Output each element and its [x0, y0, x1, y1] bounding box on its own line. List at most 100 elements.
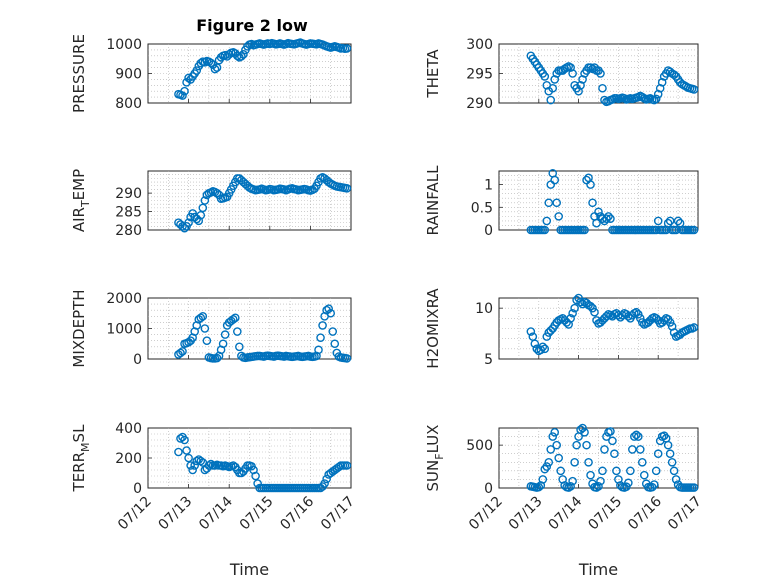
- y-tick-label: 2000: [106, 291, 142, 307]
- data-point: [342, 354, 352, 363]
- x-axis-label: Time: [229, 560, 269, 579]
- data-point: [602, 214, 611, 223]
- data-point: [637, 457, 647, 467]
- data-point: [540, 225, 550, 235]
- data-point: [580, 225, 589, 235]
- data-point: [206, 58, 216, 68]
- data-point: [200, 196, 210, 205]
- data-point: [598, 466, 607, 476]
- data-point: [180, 86, 189, 96]
- data-point: [235, 342, 244, 352]
- subplot-1: 800 900 1000 PRESSURE: [70, 34, 352, 113]
- data-point: [651, 466, 661, 476]
- data-point: [600, 95, 609, 105]
- data-point: [212, 353, 222, 363]
- data-point: [596, 69, 605, 78]
- data-point: [542, 332, 552, 341]
- data-point: [184, 218, 193, 227]
- y-axis-label: TERRMSL: [70, 424, 92, 493]
- y-tick-label: 800: [115, 96, 142, 112]
- data-point: [556, 466, 565, 476]
- data-point: [342, 184, 352, 193]
- y-tick-label: 285: [115, 205, 142, 221]
- data-point: [651, 94, 661, 104]
- data-point: [237, 351, 246, 361]
- data-point: [594, 207, 603, 217]
- data-point: [314, 345, 323, 355]
- data-point: [182, 446, 191, 455]
- data-point: [612, 466, 621, 476]
- data-point: [574, 293, 583, 303]
- data-point: [596, 476, 605, 486]
- data-point: [544, 198, 554, 208]
- data-point: [548, 83, 558, 93]
- data-point: [576, 297, 585, 307]
- data-point: [635, 314, 645, 323]
- data-point: [550, 427, 560, 437]
- data-point: [594, 481, 603, 491]
- subplot-3: 280 285 290 AIRTEMP: [70, 169, 352, 239]
- data-point: [653, 89, 663, 99]
- x-tick-label: 07/13: [506, 494, 546, 534]
- data-point: [530, 339, 540, 349]
- data-point: [649, 480, 659, 489]
- y-tick-label: 280: [115, 223, 142, 239]
- data-point: [554, 453, 564, 463]
- data-point: [342, 44, 352, 53]
- data-point: [580, 427, 589, 437]
- data-point: [548, 432, 558, 441]
- data-point: [689, 323, 699, 332]
- y-tick-label: 0: [484, 481, 493, 497]
- data-point: [590, 307, 599, 317]
- data-point: [200, 324, 210, 333]
- y-axis-label: PRESSURE: [70, 34, 88, 113]
- y-tick-label: 0: [133, 481, 142, 497]
- data-point: [176, 434, 185, 443]
- data-point: [184, 73, 193, 83]
- data-point: [534, 482, 544, 492]
- data-point: [635, 445, 645, 454]
- data-point: [657, 78, 667, 87]
- data-point: [192, 66, 202, 75]
- data-point: [192, 456, 202, 466]
- y-tick-label: 200: [115, 451, 142, 467]
- data-point: [653, 216, 663, 226]
- data-point: [540, 72, 550, 81]
- data-point: [586, 301, 595, 311]
- y-tick-label: 295: [466, 67, 493, 83]
- data-point: [669, 466, 679, 476]
- data-point: [663, 440, 673, 450]
- data-point: [663, 218, 673, 228]
- data-point: [328, 327, 338, 336]
- data-point: [665, 216, 675, 226]
- data-point: [665, 318, 675, 327]
- x-tick-label: 07/16: [625, 493, 665, 533]
- data-point: [318, 321, 327, 330]
- subplot-2: 290 295 300 THETA: [424, 37, 699, 112]
- subplot-4: 0 0.5 1 RAINFALL: [424, 165, 699, 239]
- data-point: [639, 470, 649, 480]
- data-point: [632, 430, 641, 440]
- x-tick-label: 07/16: [277, 493, 317, 533]
- x-tick-label: 07/12: [466, 494, 506, 534]
- data-point: [218, 339, 228, 349]
- data-point: [689, 225, 699, 235]
- data-point: [196, 456, 206, 466]
- x-tick-label: 07/17: [318, 494, 358, 534]
- x-axis-label: Time: [578, 560, 618, 579]
- subplot-6: 5 10 H2OMIXRA: [424, 288, 699, 369]
- y-axis-label: THETA: [424, 49, 442, 99]
- y-axis-label: H2OMIXRA: [424, 288, 442, 369]
- data-point: [320, 479, 329, 488]
- data-point: [220, 330, 230, 339]
- y-tick-label: 0: [484, 223, 493, 239]
- x-tick-label: 07/15: [585, 494, 625, 534]
- data-point: [576, 81, 585, 90]
- x-tick-label: 07/14: [546, 493, 586, 533]
- data-point: [239, 50, 248, 59]
- data-point: [671, 225, 681, 235]
- data-point: [176, 348, 185, 358]
- data-point: [689, 483, 699, 492]
- data-point: [586, 470, 595, 480]
- y-tick-label: 1: [484, 178, 493, 194]
